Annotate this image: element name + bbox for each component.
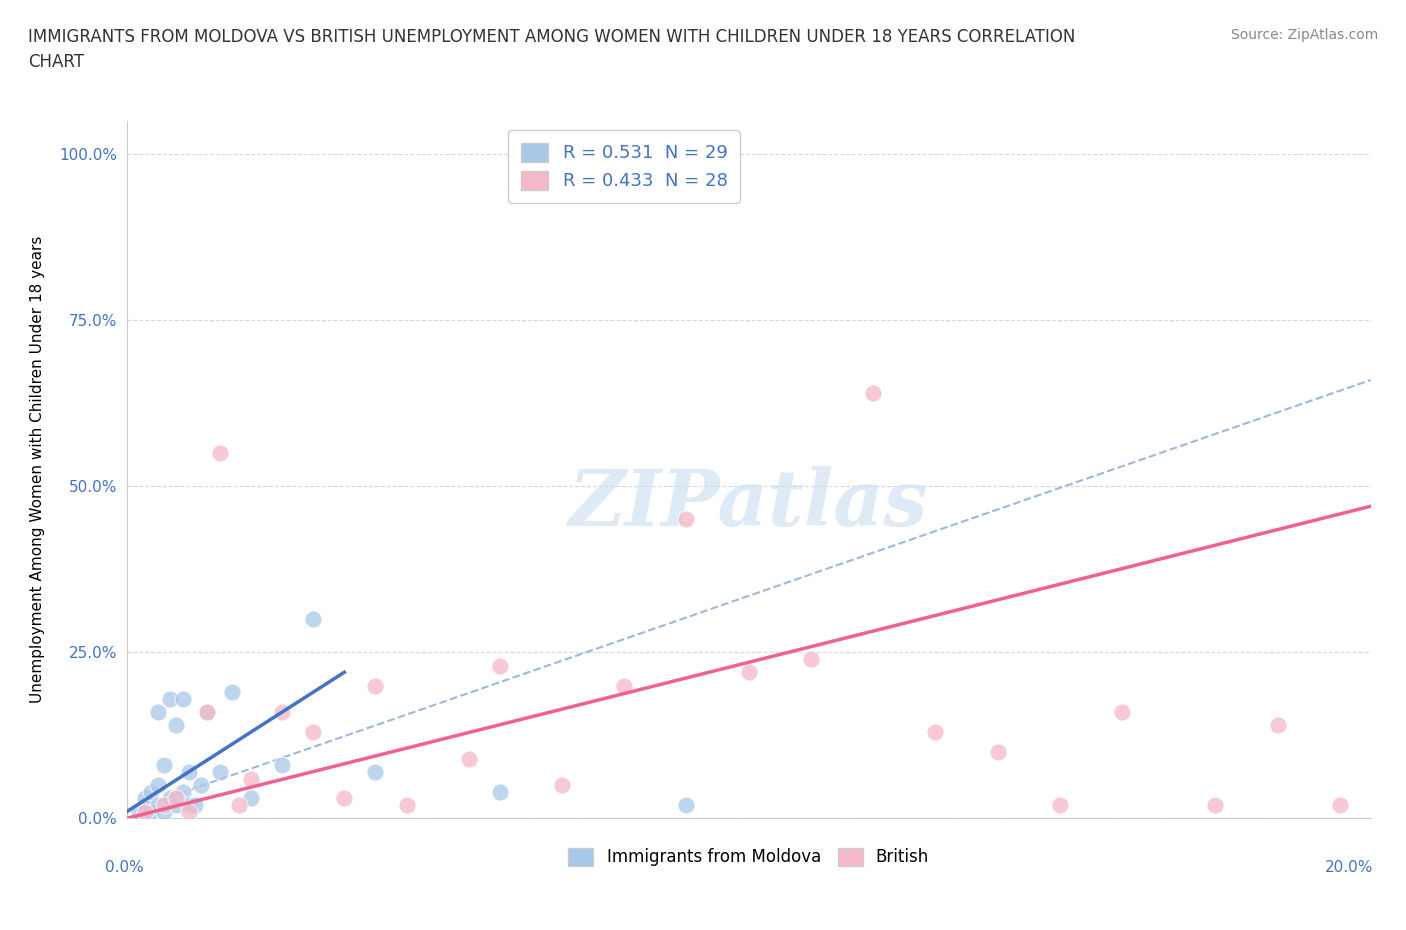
Point [271,705,294,720]
Text: IMMIGRANTS FROM MOLDOVA VS BRITISH UNEMPLOYMENT AMONG WOMEN WITH CHILDREN UNDER : IMMIGRANTS FROM MOLDOVA VS BRITISH UNEMP… [28,28,1076,71]
Point [675,798,697,813]
Point [134,804,156,819]
Point [862,386,884,401]
Point [364,764,387,779]
Text: 0.0%: 0.0% [105,860,145,875]
Point [675,512,697,527]
Point [239,771,262,786]
Point [172,784,194,799]
Point [228,798,250,813]
Point [364,678,387,693]
Point [302,724,325,739]
Text: ZIPatlas: ZIPatlas [569,466,928,543]
Point [924,724,946,739]
Point [134,798,156,813]
Point [146,777,169,792]
Point [208,764,231,779]
Point [184,798,207,813]
Point [737,665,759,680]
Point [987,745,1010,760]
Point [489,658,512,673]
Point [489,784,512,799]
Point [457,751,479,766]
Point [1267,718,1289,733]
Point [1049,798,1071,813]
Point [613,678,636,693]
Point [165,718,187,733]
Point [197,705,219,720]
Point [221,684,243,699]
Point [146,798,169,813]
Point [146,705,169,720]
Y-axis label: Unemployment Among Women with Children Under 18 years: Unemployment Among Women with Children U… [30,236,45,703]
Point [165,791,187,806]
Point [1204,798,1226,813]
Point [153,804,176,819]
Point [190,777,212,792]
Point [134,791,156,806]
Text: 20.0%: 20.0% [1326,860,1374,875]
Point [1111,705,1133,720]
Point [239,791,262,806]
Point [302,612,325,627]
Point [1329,798,1351,813]
Point [159,791,181,806]
Point [177,798,200,813]
Point [153,798,176,813]
Point [177,764,200,779]
Legend: Immigrants from Moldova, British: Immigrants from Moldova, British [561,841,936,873]
Point [197,705,219,720]
Point [177,804,200,819]
Point [141,804,163,819]
Point [165,798,187,813]
Point [172,691,194,706]
Point [159,691,181,706]
Point [395,798,418,813]
Point [141,784,163,799]
Text: Source: ZipAtlas.com: Source: ZipAtlas.com [1230,28,1378,42]
Point [551,777,574,792]
Point [128,804,150,819]
Point [271,758,294,773]
Point [153,758,176,773]
Point [333,791,356,806]
Point [800,652,823,667]
Point [208,445,231,460]
